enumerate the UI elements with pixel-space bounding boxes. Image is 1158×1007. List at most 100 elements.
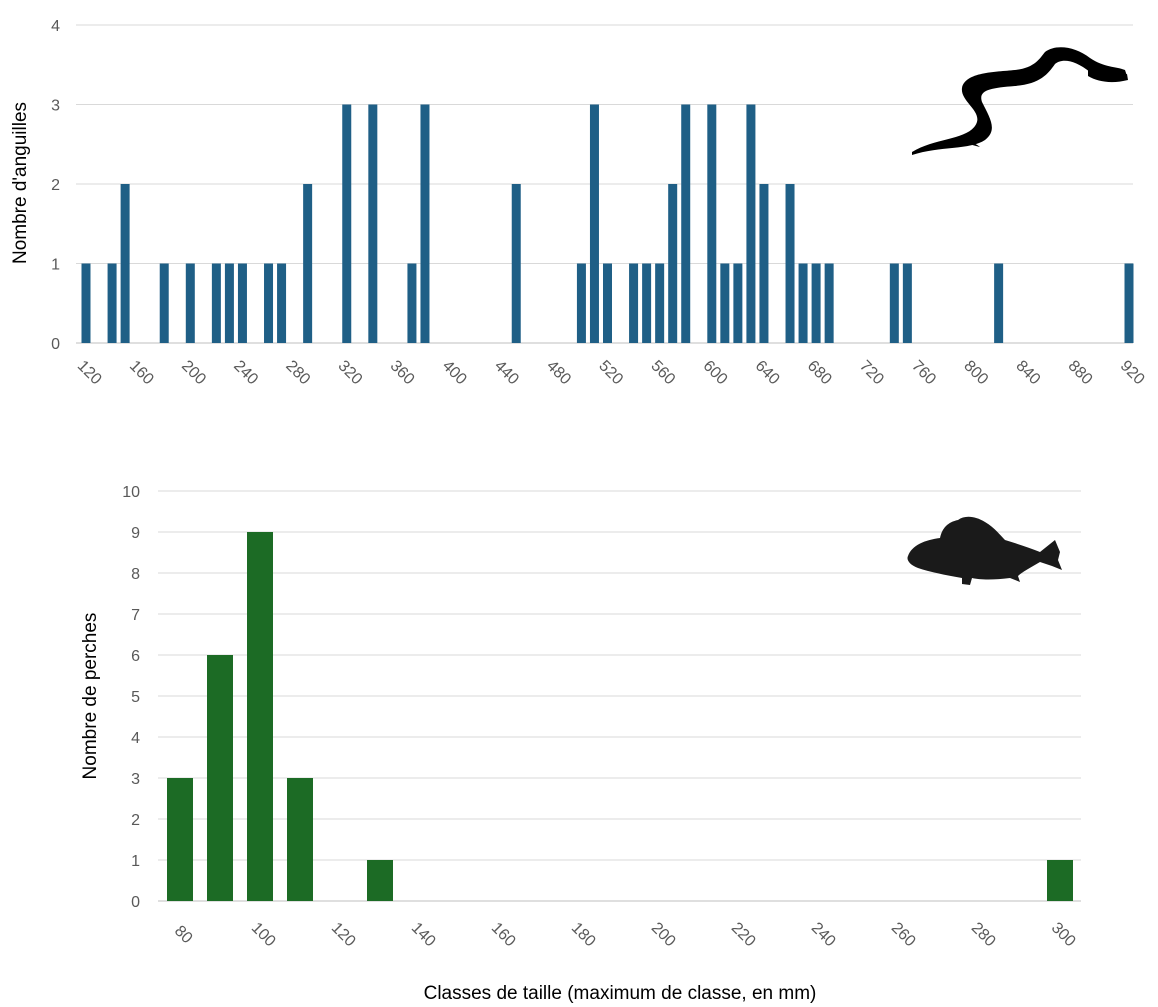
perch-x-tick-label: 160 <box>488 919 519 950</box>
perch-x-tick-label: 260 <box>888 919 919 950</box>
perch-y-tick-label: 2 <box>131 812 140 829</box>
eel-x-tick-label: 360 <box>387 357 418 388</box>
perch-bar <box>287 778 313 901</box>
eel-y-tick-label: 0 <box>51 336 60 353</box>
eel-bar <box>707 104 717 343</box>
perch-y-tick-label: 5 <box>131 689 140 706</box>
perch-y-tick-label: 8 <box>131 566 140 583</box>
eel-bar <box>759 184 769 343</box>
eel-y-tick-label: 4 <box>51 18 60 35</box>
eel-bar <box>120 184 130 343</box>
eel-x-tick-label: 160 <box>126 357 157 388</box>
eel-x-tick-label: 400 <box>439 357 470 388</box>
eel-silhouette-icon <box>912 47 1128 156</box>
perch-y-tick-label: 7 <box>131 607 140 624</box>
eel-x-tick-label: 120 <box>74 357 105 388</box>
perch-bar <box>167 778 193 901</box>
eel-y-tick-label: 2 <box>51 177 60 194</box>
eel-bar <box>368 104 378 343</box>
eel-histogram: 0 1 2 3 4 120 160 200 240 280 320 360 400 440 480 520 5… <box>10 18 1148 388</box>
eel-bar <box>785 184 795 343</box>
eel-bar <box>511 184 521 343</box>
eel-bar <box>655 263 665 343</box>
eel-x-tick-label: 640 <box>752 357 783 388</box>
eel-bar <box>798 263 808 343</box>
eel-y-tick-label: 3 <box>51 98 60 115</box>
eel-bar <box>185 263 195 343</box>
eel-bar <box>407 263 417 343</box>
eel-x-tick-label: 480 <box>543 357 574 388</box>
eel-bar <box>811 263 821 343</box>
perch-bar <box>207 655 233 901</box>
eel-bar <box>824 263 834 343</box>
perch-y-tick-label: 3 <box>131 771 140 788</box>
perch-x-tick-label: 200 <box>648 919 679 950</box>
perch-x-tick-label: 300 <box>1048 919 1079 950</box>
eel-x-tick-label: 680 <box>804 357 835 388</box>
perch-histogram: 0 1 2 3 4 5 6 7 8 9 10 80 100 120 140 160 180 200 220 240 2… <box>80 484 1081 1004</box>
eel-x-tick-label: 880 <box>1065 357 1096 388</box>
eel-bar <box>902 263 912 343</box>
perch-x-tick-label: 100 <box>248 919 279 950</box>
eel-bar <box>303 184 313 343</box>
perch-y-tick-label: 10 <box>122 484 140 501</box>
perch-silhouette-icon <box>907 516 1062 585</box>
eel-bar <box>342 104 352 343</box>
perch-x-tick-label: 120 <box>328 919 359 950</box>
eel-y-tick-label: 1 <box>51 257 60 274</box>
perch-bar <box>1047 860 1073 901</box>
eel-bar <box>733 263 743 343</box>
eel-bars <box>81 104 1134 343</box>
perch-y-axis-title: Nombre de perches <box>80 613 101 780</box>
perch-y-tick-label: 6 <box>131 648 140 665</box>
eel-bar <box>576 263 586 343</box>
eel-bar <box>642 263 652 343</box>
perch-x-tick-label: 220 <box>728 919 759 950</box>
perch-x-tick-label: 140 <box>408 919 439 950</box>
eel-bar <box>81 263 91 343</box>
eel-bar <box>889 263 899 343</box>
perch-bar <box>367 860 393 901</box>
x-axis-title: Classes de taille (maximum de classe, en… <box>424 983 817 1004</box>
eel-bar <box>420 104 430 343</box>
eel-bar <box>211 263 221 343</box>
perch-y-tick-label: 0 <box>131 894 140 911</box>
perch-x-tick-labels: 80 100 120 140 160 180 200 220 240 260 280 300 <box>171 919 1079 950</box>
eel-bar <box>603 263 612 343</box>
eel-bar <box>746 104 756 343</box>
eel-bar <box>224 263 234 343</box>
eel-x-tick-label: 840 <box>1012 357 1043 388</box>
eel-x-tick-label: 280 <box>282 357 313 388</box>
perch-x-tick-label: 80 <box>171 923 196 948</box>
eel-x-tick-label: 720 <box>856 357 887 388</box>
eel-gridlines <box>76 24 1133 344</box>
eel-x-tick-labels: 120 160 200 240 280 320 360 400 440 480 520 560 600 6… <box>74 357 1148 388</box>
perch-x-tick-label: 240 <box>808 919 839 950</box>
perch-y-tick-label: 4 <box>131 730 140 747</box>
perch-y-tick-label: 9 <box>131 525 140 542</box>
eel-x-tick-label: 800 <box>960 357 991 388</box>
eel-bar <box>107 263 117 343</box>
perch-bars <box>167 532 1073 901</box>
perch-y-tick-label: 1 <box>131 853 140 870</box>
eel-x-tick-label: 760 <box>908 357 939 388</box>
eel-bar <box>237 263 247 343</box>
eel-bar <box>589 104 599 343</box>
eel-x-tick-label: 920 <box>1117 357 1148 388</box>
eel-bar <box>668 184 678 343</box>
eel-x-tick-label: 440 <box>491 357 522 388</box>
perch-x-tick-label: 280 <box>968 919 999 950</box>
eel-y-tick-labels: 0 1 2 3 4 <box>51 18 60 353</box>
eel-x-tick-label: 240 <box>230 357 261 388</box>
eel-bar <box>994 263 1004 343</box>
eel-bar <box>1124 263 1134 343</box>
perch-bar <box>247 532 273 901</box>
eel-x-tick-label: 320 <box>334 357 365 388</box>
eel-bar <box>264 263 274 343</box>
eel-x-tick-label: 200 <box>178 357 209 388</box>
eel-bar <box>629 263 639 343</box>
eel-x-tick-label: 560 <box>647 357 678 388</box>
eel-y-axis-title: Nombre d'anguilles <box>10 102 31 264</box>
eel-bar <box>720 263 730 343</box>
